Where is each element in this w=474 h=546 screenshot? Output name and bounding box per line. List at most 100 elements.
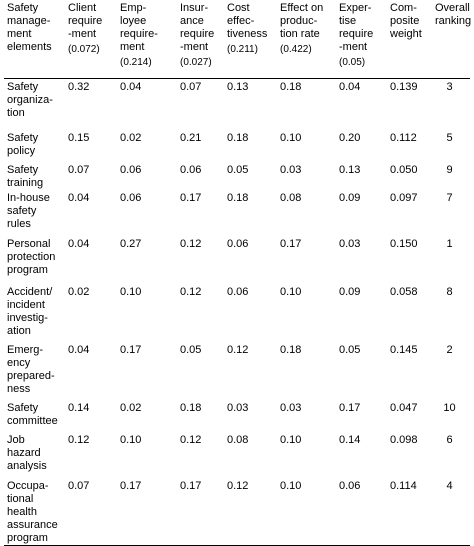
header-composite-weight: Com- posite weight — [387, 2, 432, 79]
score-cell: 0.12 — [180, 238, 202, 250]
score-cell: 0.10 — [277, 478, 336, 546]
score-cell: 0.03 — [280, 402, 302, 414]
element-name-cell: In-house safety rules — [7, 192, 50, 230]
score-cell: 0.05 — [180, 344, 202, 356]
score-cell: 0.13 — [227, 81, 249, 93]
score-cell: 0.12 — [227, 344, 249, 356]
score-cell: 0.17 — [177, 478, 224, 546]
score-cell: 0.17 — [339, 402, 361, 414]
header-client-requirement: Client require -ment (0.072) — [65, 2, 117, 79]
overall-ranking-cell: 3 — [446, 81, 453, 93]
header-insurance-requirement: Insur- ance require -ment (0.027) — [177, 2, 224, 79]
score-cell: 0.20 — [339, 132, 361, 144]
composite-weight-cell: 0.097 — [390, 192, 418, 204]
score-cell: 0.04 — [120, 81, 142, 93]
element-name-cell: Personal protection program — [7, 238, 56, 276]
score-cell: 0.10 — [280, 286, 302, 298]
safety-ranking-table: Safety manage- ment elements Client requ… — [4, 2, 471, 546]
score-cell: 0.02 — [120, 132, 142, 144]
element-name-cell: Job hazard analysis — [7, 434, 47, 472]
overall-ranking-cell: 8 — [446, 286, 453, 298]
overall-ranking-cell: 6 — [446, 434, 453, 446]
header-effect-on-production-rate: Effect on produc- tion rate (0.422) — [277, 2, 336, 79]
composite-weight-cell: 0.145 — [390, 344, 418, 356]
header-employee-requirement: Emp- loyee require- ment (0.214) — [117, 2, 177, 79]
score-cell: 0.10 — [120, 286, 142, 298]
score-cell: 0.04 — [68, 238, 90, 250]
composite-weight-cell: 0.114 — [387, 478, 432, 546]
element-name-cell: Safety policy — [7, 132, 39, 157]
score-cell: 0.17 — [180, 192, 202, 204]
criterion-weight: (0.05) — [339, 57, 366, 68]
header-expertise-requirement: Exper- tise require -ment (0.05) — [336, 2, 387, 79]
composite-weight-cell: 0.058 — [390, 286, 418, 298]
score-cell: 0.02 — [68, 286, 90, 298]
composite-weight-cell: 0.098 — [390, 434, 418, 446]
document-page: Safety manage- ment elements Client requ… — [4, 2, 471, 546]
score-cell: 0.17 — [120, 344, 142, 356]
header-elements: Safety manage- ment elements — [4, 2, 65, 79]
score-cell: 0.03 — [339, 238, 361, 250]
composite-weight-cell: 0.139 — [390, 81, 418, 93]
criterion-weight: (0.422) — [280, 44, 312, 55]
score-cell: 0.32 — [68, 81, 90, 93]
score-cell: 0.08 — [227, 434, 249, 446]
score-cell: 0.12 — [224, 478, 277, 546]
criterion-weight: (0.072) — [68, 44, 100, 55]
score-cell: 0.12 — [180, 434, 202, 446]
overall-ranking-cell: 10 — [443, 402, 456, 414]
score-cell: 0.06 — [120, 164, 142, 176]
score-cell: 0.04 — [68, 344, 90, 356]
score-cell: 0.13 — [339, 164, 361, 176]
score-cell: 0.27 — [120, 238, 142, 250]
score-cell: 0.07 — [65, 478, 117, 546]
table-row: Safety committee 0.14 0.02 0.18 0.03 0.03 0.17… — [4, 400, 470, 432]
table-row: Accident/ incident investig- ation 0.02 0.… — [4, 284, 470, 342]
criterion-weight: (0.027) — [180, 57, 212, 68]
criterion-weight: (0.211) — [227, 44, 258, 55]
score-cell: 0.21 — [180, 132, 202, 144]
table-row: Personal protection program 0.04 0.27 0.12 0… — [4, 236, 470, 284]
score-cell: 0.04 — [339, 81, 361, 93]
score-cell: 0.18 — [227, 132, 249, 144]
element-name-cell: Emerg- ency prepared- ness — [7, 344, 55, 395]
header-overall-ranking: Overall ranking — [432, 2, 471, 79]
score-cell: 0.15 — [68, 132, 90, 144]
element-name-cell: Occupa- tional health assurance program — [4, 478, 65, 546]
composite-weight-cell: 0.047 — [390, 402, 418, 414]
table-row: In-house safety rules 0.04 0.06 0.17 0.18 0.0… — [4, 190, 470, 236]
score-cell: 0.07 — [180, 81, 202, 93]
score-cell: 0.18 — [180, 402, 202, 414]
score-cell: 0.14 — [68, 402, 90, 414]
score-cell: 0.12 — [68, 434, 90, 446]
score-cell: 0.06 — [227, 238, 249, 250]
score-cell: 0.14 — [339, 434, 361, 446]
score-cell: 0.06 — [120, 192, 142, 204]
overall-ranking-cell: 5 — [446, 132, 453, 144]
score-cell: 0.18 — [280, 344, 302, 356]
table-row: Emerg- ency prepared- ness 0.04 0.17 0.05 0.… — [4, 342, 470, 400]
score-cell: 0.06 — [336, 478, 387, 546]
table-row: Safety policy 0.15 0.02 0.21 0.18 0.10 0.20 0.1… — [4, 130, 470, 162]
score-cell: 0.09 — [339, 192, 361, 204]
table-row: Safety organiza- tion 0.32 0.04 0.07 0.13 0.1… — [4, 79, 470, 131]
score-cell: 0.04 — [68, 192, 90, 204]
score-cell: 0.09 — [339, 286, 361, 298]
score-cell: 0.03 — [280, 164, 302, 176]
score-cell: 0.17 — [117, 478, 177, 546]
element-name-cell: Accident/ incident investig- ation — [7, 286, 53, 337]
table-row: Job hazard analysis 0.12 0.10 0.12 0.08 0.10 0… — [4, 432, 470, 478]
score-cell: 0.08 — [280, 192, 302, 204]
overall-ranking-cell: 1 — [446, 238, 453, 250]
score-cell: 0.18 — [280, 81, 302, 93]
element-name-cell: Safety organiza- tion — [7, 81, 53, 119]
score-cell: 0.10 — [280, 434, 302, 446]
score-cell: 0.10 — [120, 434, 142, 446]
table-row: Safety training 0.07 0.06 0.06 0.05 0.03 0.13 0… — [4, 162, 470, 190]
header-cost-effectiveness: Cost effec- tiveness (0.211) — [224, 2, 277, 79]
score-cell: 0.06 — [180, 164, 202, 176]
composite-weight-cell: 0.112 — [390, 132, 417, 144]
overall-ranking-cell: 4 — [432, 478, 470, 546]
table-row: Occupa- tional health assurance program 0… — [4, 478, 470, 546]
score-cell: 0.06 — [227, 286, 249, 298]
